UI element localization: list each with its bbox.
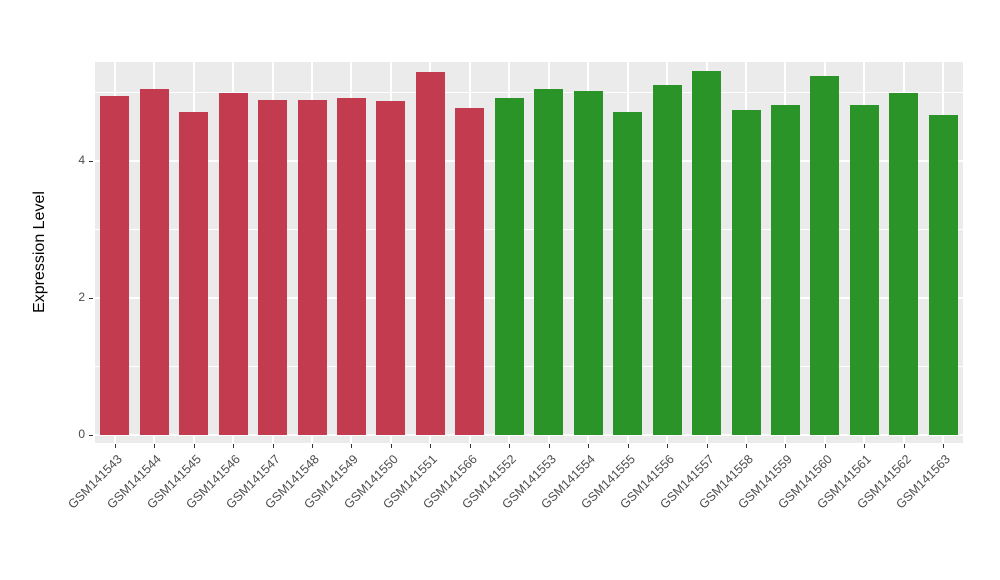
bar xyxy=(100,96,130,435)
bar xyxy=(376,101,406,435)
x-tick-mark xyxy=(627,444,629,448)
x-tick-mark xyxy=(114,444,116,448)
bar xyxy=(455,107,485,435)
bar xyxy=(652,84,682,435)
bar xyxy=(692,70,722,435)
bar xyxy=(731,109,761,435)
gridline-major xyxy=(95,297,963,300)
x-tick-mark xyxy=(193,444,195,448)
x-tick-mark xyxy=(746,444,747,448)
bar xyxy=(849,105,879,435)
bar xyxy=(928,114,958,435)
x-tick-mark xyxy=(903,444,905,448)
x-tick-mark xyxy=(706,444,708,448)
x-tick-mark xyxy=(430,444,432,448)
plot-panel xyxy=(95,62,963,443)
bar xyxy=(139,89,169,435)
x-tick-mark xyxy=(390,444,392,448)
bar xyxy=(810,75,840,435)
y-axis-title: Expression Level xyxy=(31,191,48,313)
y-tick-mark xyxy=(89,298,93,300)
x-tick-mark xyxy=(509,444,511,448)
gridline-minor xyxy=(95,228,963,230)
y-tick-label: 0 xyxy=(78,427,85,441)
y-tick-mark xyxy=(89,435,93,436)
bar xyxy=(258,99,288,435)
bar xyxy=(179,111,209,435)
bar xyxy=(218,92,248,435)
x-tick-mark xyxy=(469,444,471,448)
bar xyxy=(613,111,643,435)
x-tick-mark xyxy=(233,444,235,448)
x-tick-mark xyxy=(943,444,945,448)
x-tick-mark xyxy=(824,444,826,448)
x-tick-mark xyxy=(272,444,274,448)
gridline-major xyxy=(95,434,963,436)
x-tick-mark xyxy=(667,444,669,448)
bar xyxy=(770,105,800,435)
y-tick-label: 4 xyxy=(78,153,85,168)
bar xyxy=(297,99,327,435)
gridline-major xyxy=(95,160,963,163)
x-tick-mark xyxy=(588,444,590,448)
y-tick-mark xyxy=(89,161,93,163)
gridline-minor xyxy=(95,91,963,93)
bar xyxy=(534,89,564,435)
bar xyxy=(889,92,919,435)
x-tick-mark xyxy=(785,444,787,448)
bar xyxy=(415,72,445,435)
x-tick-mark xyxy=(312,444,313,448)
y-tick-label: 2 xyxy=(78,290,85,305)
x-tick-mark xyxy=(548,444,550,448)
bar xyxy=(573,91,603,435)
gridline-minor xyxy=(95,365,963,367)
x-tick-mark xyxy=(864,444,866,448)
x-tick-mark xyxy=(351,444,353,448)
x-tick-mark xyxy=(154,444,156,448)
bar xyxy=(494,98,524,435)
bar xyxy=(336,97,366,435)
